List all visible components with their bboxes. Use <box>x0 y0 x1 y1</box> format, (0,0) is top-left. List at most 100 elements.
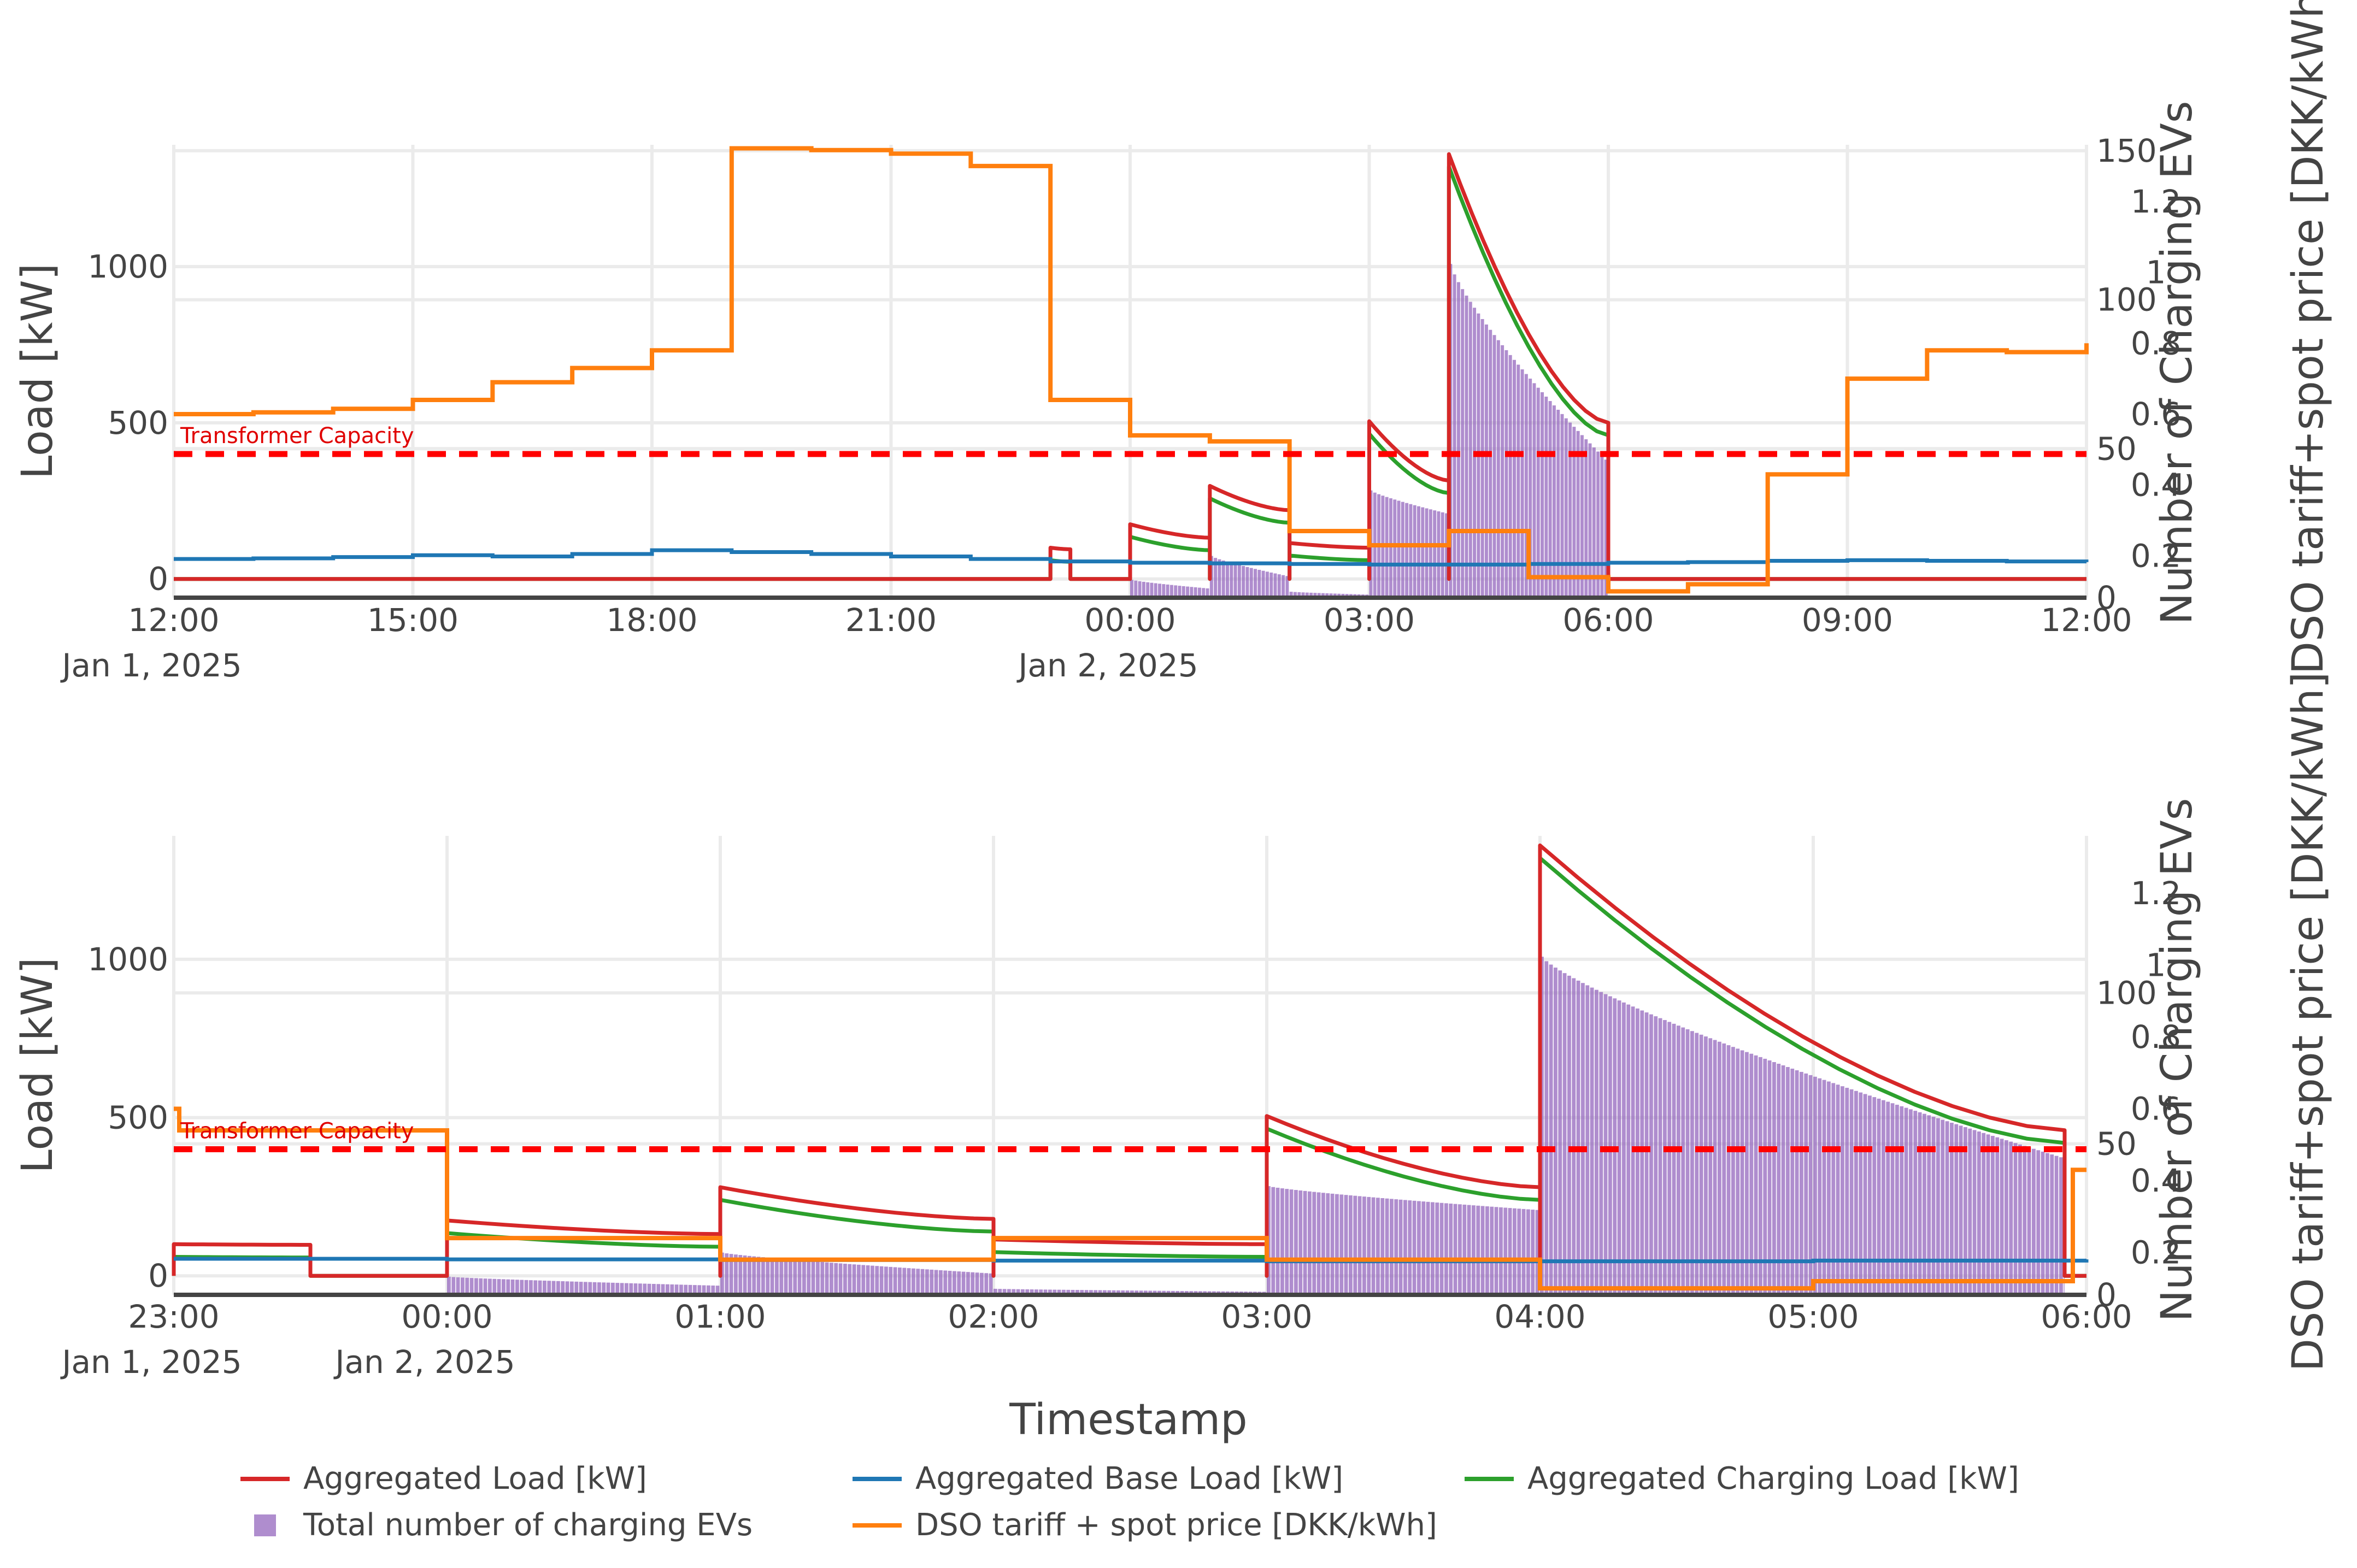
ev-count-bar <box>1808 1075 1813 1295</box>
ev-count-bar <box>488 1278 492 1295</box>
ev-count-bar <box>1667 1022 1672 1295</box>
ev-count-bar <box>1786 1067 1790 1295</box>
ev-count-bar <box>1859 1092 1863 1295</box>
ev-count-bar <box>734 1254 738 1295</box>
y3-tick-label: 1 <box>2146 254 2166 291</box>
x-tick-date-label: Jan 1, 2025 <box>60 647 242 684</box>
ev-count-bar <box>1380 1198 1385 1295</box>
ev-count-bar <box>479 1278 483 1295</box>
ev-count-bar <box>1813 1076 1817 1295</box>
ev-count-bar <box>1226 562 1229 598</box>
ev-count-bar <box>1421 1201 1426 1295</box>
ev-count-bar <box>875 1266 879 1295</box>
ev-count-bar <box>629 1283 633 1295</box>
ev-count-bar <box>1736 1048 1740 1295</box>
ev-count-bar <box>1297 592 1301 598</box>
ev-count-bar <box>1558 970 1562 1295</box>
y-axis-title: Load [kW] <box>13 957 62 1173</box>
y3-tick-label: 1.2 <box>2131 183 2181 220</box>
ev-count-bar <box>1777 1064 1781 1295</box>
ev-count-bar <box>889 1266 893 1295</box>
ev-count-bar <box>1285 576 1289 598</box>
ev-count-bar <box>1849 1089 1854 1295</box>
ev-count-bar <box>547 1281 551 1295</box>
ev-count-bar <box>1325 593 1329 598</box>
ev-count-bar <box>1186 586 1190 598</box>
ev-count-bar <box>1950 1122 1954 1295</box>
ev-count-bar <box>474 1278 478 1295</box>
ev-count-bar <box>1576 980 1580 1295</box>
ev-count-bar <box>1107 1290 1112 1295</box>
x-tick-label: 06:00 <box>1562 602 1654 639</box>
x-tick-label: 12:00 <box>128 602 219 639</box>
ev-count-bar <box>1836 1084 1840 1295</box>
ev-count-bar <box>843 1264 847 1295</box>
ev-count-bar <box>1162 584 1166 598</box>
ev-count-bar <box>1353 1195 1357 1295</box>
ev-count-bar <box>2032 1148 2036 1295</box>
ev-count-bar <box>556 1281 560 1295</box>
ev-count-bar <box>1269 572 1273 598</box>
ev-count-bar <box>1931 1117 1936 1295</box>
ev-count-bar <box>1429 509 1432 598</box>
y2-tick-label: 0 <box>2096 579 2117 616</box>
y3-tick-label: 0.6 <box>2131 396 2181 433</box>
y3-tick-label: 0.2 <box>2131 1234 2181 1271</box>
ev-count-bar <box>679 1284 683 1295</box>
ev-count-bar <box>1277 574 1281 598</box>
ev-count-bar <box>1484 324 1488 598</box>
ev-count-bar <box>1308 1191 1312 1295</box>
ev-count-bar <box>1075 1290 1079 1295</box>
ev-count-bar <box>1197 587 1201 598</box>
ev-count-bar <box>684 1284 688 1295</box>
ev-count-bar <box>1526 1209 1530 1295</box>
ev-count-bar <box>502 1279 506 1295</box>
ev-count-bar <box>688 1284 692 1295</box>
y3-axis-title: DSO tariff+spot price [DKK/kWh] <box>2284 672 2333 1371</box>
ev-count-bar <box>465 1277 469 1295</box>
ev-count-bar <box>1309 592 1313 598</box>
ev-count-bar <box>1524 374 1528 598</box>
ev-count-bar <box>643 1283 647 1295</box>
y2-tick-label: 50 <box>2096 430 2137 467</box>
ev-count-bar <box>1513 359 1516 598</box>
ev-count-bar <box>725 1253 729 1295</box>
ev-count-bar <box>1417 1201 1421 1295</box>
ev-count-bar <box>1312 1192 1316 1295</box>
y3-tick-label: 0.4 <box>2131 1162 2181 1199</box>
ev-count-bar <box>1335 1194 1339 1295</box>
y2-tick-label: 100 <box>2096 281 2157 319</box>
ev-count-bar <box>543 1281 546 1295</box>
y2-tick-label: 100 <box>2096 974 2157 1011</box>
ev-count-bar <box>615 1283 620 1295</box>
ev-count-bar <box>1704 1036 1708 1295</box>
ev-count-bar <box>1977 1131 1981 1295</box>
y-tick-label: 500 <box>108 404 168 441</box>
ev-count-bar <box>656 1284 661 1295</box>
aggregated-load-line <box>172 843 2086 1278</box>
ev-count-bar <box>1169 585 1173 598</box>
x-tick-label: 12:00 <box>2041 602 2132 639</box>
ev-count-bar <box>912 1268 915 1295</box>
x-axis-title: Timestamp <box>1009 1395 1247 1445</box>
ev-count-bar <box>2041 1151 2045 1295</box>
ev-count-bar <box>1435 1202 1439 1295</box>
ev-count-bar <box>1265 571 1269 598</box>
ev-count-bar <box>1426 1201 1430 1295</box>
ev-count-bar <box>579 1282 583 1295</box>
ev-count-bar <box>920 1269 925 1295</box>
ev-count-bar <box>1608 996 1612 1295</box>
ev-count-bar <box>693 1285 697 1295</box>
ev-count-bar <box>898 1268 902 1295</box>
ev-count-bar <box>1923 1113 1926 1295</box>
ev-count-bar <box>1626 1004 1631 1295</box>
ev-count-bar <box>1321 1193 1325 1295</box>
y3-tick-label: 0.6 <box>2131 1090 2181 1128</box>
ev-count-bar <box>825 1262 829 1295</box>
ev-count-bar <box>1681 1027 1685 1295</box>
ev-count-bar <box>1677 1025 1680 1295</box>
x-tick-label: 00:00 <box>401 1298 492 1335</box>
ev-count-bar <box>1190 587 1194 598</box>
x-tick-label: 04:00 <box>1494 1298 1585 1335</box>
ev-count-bar <box>1178 586 1182 598</box>
